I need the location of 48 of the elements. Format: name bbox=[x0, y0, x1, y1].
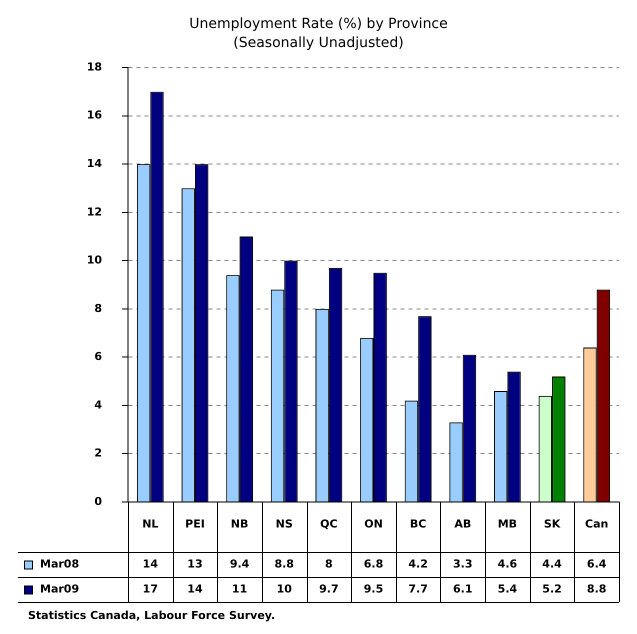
data-label: 10 bbox=[276, 582, 292, 596]
data-label: 6.8 bbox=[364, 557, 384, 570]
legend-label: Mar09 bbox=[40, 582, 80, 596]
y-tick-label: 12 bbox=[86, 205, 102, 218]
data-label: 6.4 bbox=[586, 557, 607, 570]
data-label: 9.7 bbox=[319, 582, 339, 596]
data-label: 5.4 bbox=[498, 582, 518, 596]
data-label: 6.1 bbox=[453, 582, 473, 596]
data-label: 5.2 bbox=[542, 582, 562, 596]
data-label: 3.3 bbox=[453, 557, 473, 570]
legend-label: Mar08 bbox=[40, 557, 80, 570]
x-tick-label: MB bbox=[498, 517, 518, 530]
y-tick-label: 0 bbox=[94, 494, 102, 508]
data-label: 17 bbox=[142, 582, 158, 596]
data-label: 11 bbox=[232, 582, 248, 596]
x-tick-label: QC bbox=[320, 517, 338, 530]
x-tick-label: AB bbox=[454, 517, 472, 530]
data-label: 14 bbox=[187, 582, 203, 596]
data-label: 9.5 bbox=[364, 582, 384, 596]
y-tick-label: 16 bbox=[86, 108, 102, 122]
y-tick-label: 10 bbox=[86, 254, 102, 267]
y-tick-label: 2 bbox=[94, 446, 102, 460]
chart-subtitle: (Seasonally Unadjusted) bbox=[233, 34, 404, 51]
data-label: 14 bbox=[142, 557, 158, 570]
x-tick-label: SK bbox=[544, 517, 561, 530]
data-label: 8.8 bbox=[274, 557, 294, 570]
x-tick-label: PEI bbox=[185, 517, 205, 530]
data-label: 13 bbox=[187, 557, 203, 570]
text: Statistics Canada, Labour Force Survey. bbox=[28, 608, 276, 622]
y-tick-label: 6 bbox=[94, 350, 102, 364]
data-label: 8.8 bbox=[586, 582, 606, 596]
x-tick-label: NL bbox=[142, 517, 158, 530]
x-tick-label: NB bbox=[230, 517, 248, 530]
x-tick-label: ON bbox=[364, 517, 383, 530]
y-tick-label: 4 bbox=[94, 398, 102, 412]
data-label: 4.2 bbox=[408, 557, 428, 570]
y-tick-label: 18 bbox=[86, 60, 102, 74]
x-tick-label: BC bbox=[410, 517, 426, 530]
data-label: 8 bbox=[325, 557, 333, 570]
data-label: 9.4 bbox=[230, 557, 250, 570]
y-tick-label: 8 bbox=[94, 302, 102, 315]
x-tick-label: NS bbox=[276, 517, 293, 530]
y-tick-label: 14 bbox=[86, 156, 102, 170]
data-label: 4.6 bbox=[498, 557, 518, 570]
chart-title: Unemployment Rate (%) by Province bbox=[189, 16, 448, 32]
x-tick-label: Can bbox=[585, 517, 608, 530]
data-label: 7.7 bbox=[408, 582, 428, 596]
data-label: 4.4 bbox=[542, 557, 562, 570]
